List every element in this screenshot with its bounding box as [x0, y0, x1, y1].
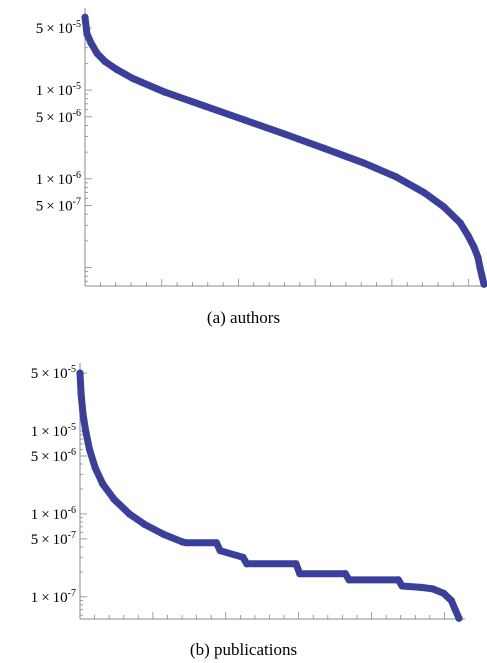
data-point	[428, 585, 437, 593]
data-point	[456, 219, 464, 227]
data-point	[113, 66, 121, 74]
data-point	[216, 547, 224, 555]
data-point	[476, 264, 484, 272]
data-point	[296, 570, 304, 578]
data-point	[82, 427, 90, 435]
data-point	[140, 520, 148, 528]
data-point	[470, 243, 478, 251]
y-tick-label: 5 × 10-7	[36, 197, 81, 215]
data-point	[81, 13, 89, 21]
data-point	[480, 280, 487, 288]
data-point	[85, 445, 94, 453]
data-point	[79, 410, 87, 418]
data-point	[212, 539, 220, 547]
data-point	[417, 583, 425, 591]
chart-caption: (b) publications	[189, 640, 298, 659]
data-point	[99, 480, 107, 488]
y-tick-label: 1 × 10-6	[31, 505, 76, 523]
data-point	[392, 173, 400, 181]
data-point	[394, 576, 402, 584]
data-point	[464, 231, 472, 240]
chart-caption: (a) authors	[206, 308, 281, 327]
series-line	[81, 13, 487, 288]
data-point	[345, 576, 353, 584]
data-point	[360, 159, 368, 167]
data-point	[280, 130, 289, 138]
data-point	[77, 390, 85, 398]
chart-panel-authors: 5 × 10-5 1 × 10-5 5 × 10-6 1 × 10-6 5 × 10-7…	[36, 8, 487, 327]
data-point	[320, 144, 328, 152]
data-point	[101, 57, 109, 66]
data-point	[129, 74, 137, 83]
chart-panel-publications: 5 × 10-5 1 × 10-5 5 × 10-6 1 × 10-6 5 × 10-7…	[0, 355, 487, 663]
data-point	[83, 30, 91, 38]
data-point	[161, 88, 169, 96]
data-point	[455, 614, 463, 622]
y-tick-label: 5 × 10-6	[31, 447, 76, 465]
data-point	[182, 539, 190, 547]
data-point	[110, 495, 118, 503]
data-point	[91, 464, 99, 472]
chart-publications: 5 × 10-5 1 × 10-5 5 × 10-6 1 × 10-6 5 × 10-7…	[31, 363, 465, 622]
y-tick-label: 5 × 10-5	[31, 364, 76, 382]
chart-authors: 5 × 10-5 1 × 10-5 5 × 10-6 1 × 10-6 5 × 10-7	[36, 8, 487, 288]
y-tick-label: 1 × 10-7	[31, 588, 76, 606]
data-point	[125, 510, 133, 518]
y-tick-label: 5 × 10-7	[31, 530, 76, 548]
y-tick-label: 1 × 10-5	[36, 81, 81, 99]
y-tick-label: 5 × 10-5	[36, 19, 81, 37]
data-point	[201, 102, 209, 110]
y-tick-label: 5 × 10-6	[36, 108, 81, 126]
data-point	[447, 597, 455, 605]
series-line	[76, 369, 463, 622]
data-point	[93, 49, 101, 57]
data-point	[87, 39, 95, 47]
data-point	[398, 582, 406, 590]
data-point	[451, 606, 459, 614]
data-point	[440, 589, 448, 597]
data-point	[292, 560, 300, 568]
data-point	[239, 553, 247, 561]
data-point	[440, 203, 448, 211]
data-point	[243, 560, 251, 568]
data-point	[478, 272, 486, 280]
data-point	[474, 253, 482, 262]
data-point	[341, 570, 349, 578]
data-point	[241, 116, 249, 124]
data-point	[159, 530, 167, 538]
data-point	[420, 189, 428, 197]
y-tick-label: 1 × 10-5	[31, 422, 76, 440]
y-tick-label: 1 × 10-6	[36, 170, 81, 188]
data-point	[76, 369, 84, 377]
